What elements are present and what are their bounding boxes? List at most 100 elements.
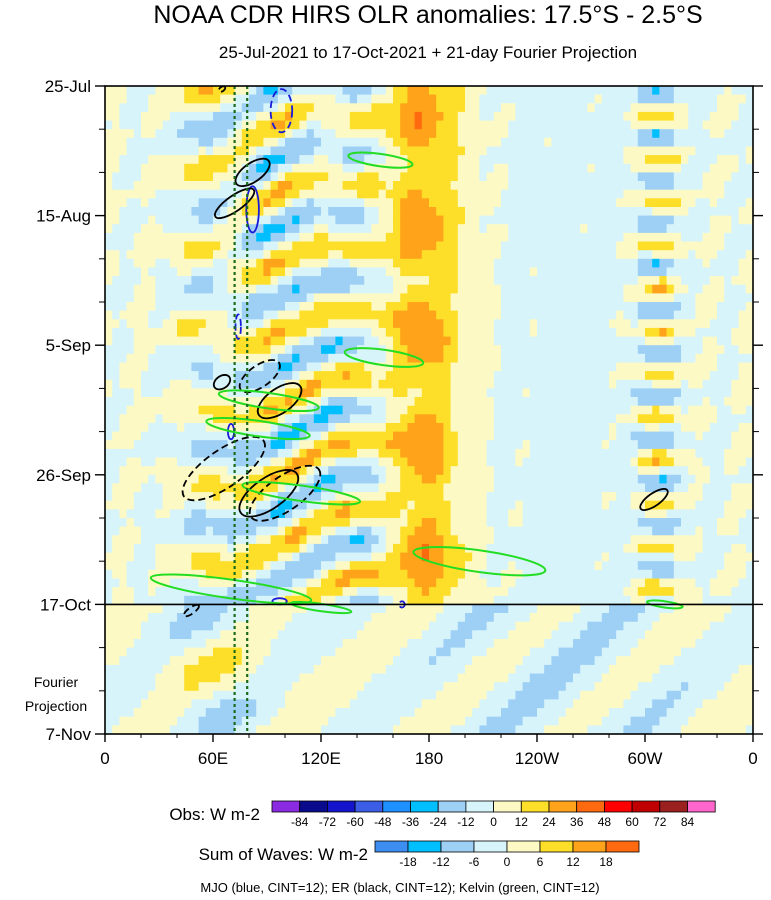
field-cell — [573, 535, 581, 545]
field-cell — [421, 198, 430, 208]
field-cell — [234, 267, 243, 277]
field-cell — [256, 284, 264, 294]
field-cell — [537, 518, 545, 528]
field-cell — [472, 474, 480, 484]
field-cell — [623, 267, 632, 277]
field-cell — [335, 492, 344, 502]
field-cell — [652, 207, 660, 217]
field-cell — [544, 526, 552, 536]
field-cell — [270, 224, 279, 234]
field-cell — [652, 250, 660, 260]
field-cell — [306, 327, 315, 338]
field-cell — [133, 509, 142, 519]
field-cell — [472, 284, 480, 294]
field-cell — [213, 258, 221, 268]
field-cell — [213, 327, 221, 338]
field-cell — [616, 250, 624, 260]
field-cell — [357, 310, 365, 320]
field-cell — [169, 258, 178, 268]
field-cell — [738, 103, 747, 113]
field-cell — [393, 543, 401, 554]
field-cell — [724, 103, 732, 113]
field-cell — [328, 379, 336, 389]
field-cell — [119, 543, 128, 554]
field-cell — [378, 232, 387, 243]
field-cell — [241, 293, 250, 303]
field-cell — [630, 284, 639, 294]
field-cell — [357, 431, 365, 441]
field-cell — [299, 371, 308, 381]
field-cell — [198, 103, 207, 113]
field-cell — [256, 457, 264, 467]
field-cell — [414, 181, 423, 191]
field-cell — [623, 431, 632, 441]
field-cell — [745, 163, 753, 173]
field-cell — [594, 198, 603, 208]
field-cell — [342, 103, 351, 113]
field-cell — [493, 137, 502, 147]
field-cell — [213, 129, 221, 139]
field-cell — [421, 129, 430, 139]
field-cell — [393, 440, 401, 450]
field-cell — [688, 189, 696, 199]
field-cell — [400, 310, 408, 320]
field-cell — [695, 518, 704, 528]
field-cell — [220, 483, 228, 493]
field-cell — [126, 535, 135, 545]
field-cell — [155, 509, 164, 519]
field-cell — [565, 371, 574, 381]
field-cell — [407, 526, 416, 536]
field-cell — [378, 319, 387, 329]
field-cell — [724, 232, 732, 243]
field-cell — [717, 284, 725, 294]
field-cell — [169, 388, 178, 398]
field-cell — [731, 111, 740, 122]
field-cell — [241, 552, 250, 562]
field-cell — [623, 284, 632, 294]
field-cell — [349, 94, 358, 104]
field-cell — [429, 483, 437, 493]
field-cell — [681, 457, 689, 467]
field-cell — [241, 448, 250, 459]
field-cell — [371, 483, 380, 493]
field-cell — [724, 345, 732, 355]
field-cell — [472, 137, 480, 147]
field-cell — [119, 483, 128, 493]
field-cell — [479, 492, 488, 502]
field-cell — [393, 250, 401, 260]
field-cell — [335, 371, 344, 381]
field-cell — [465, 440, 473, 450]
field-cell — [249, 293, 257, 303]
field-cell — [551, 397, 560, 407]
field-cell — [407, 457, 416, 467]
field-cell — [263, 561, 272, 571]
field-cell — [443, 302, 452, 312]
field-cell — [385, 129, 394, 139]
field-cell — [148, 258, 156, 268]
field-cell — [702, 111, 711, 122]
field-cell — [745, 111, 753, 122]
field-cell — [637, 181, 646, 191]
field-cell — [472, 86, 480, 96]
field-cell — [616, 189, 624, 199]
field-cell — [371, 509, 380, 519]
field-cell — [666, 526, 675, 536]
field-cell — [357, 189, 365, 199]
field-cell — [681, 232, 689, 243]
field-cell — [385, 543, 394, 554]
field-cell — [263, 207, 272, 217]
field-cell — [594, 189, 603, 199]
field-cell — [155, 198, 164, 208]
field-cell — [400, 276, 408, 286]
field-cell — [601, 423, 610, 433]
field-cell — [479, 319, 488, 329]
field-cell — [501, 172, 509, 182]
field-cell — [501, 397, 509, 407]
field-cell — [328, 327, 336, 338]
field-cell — [342, 336, 351, 346]
field-cell — [637, 241, 646, 251]
field-cell — [292, 371, 300, 381]
field-cell — [342, 362, 351, 372]
field-cell — [609, 284, 617, 294]
